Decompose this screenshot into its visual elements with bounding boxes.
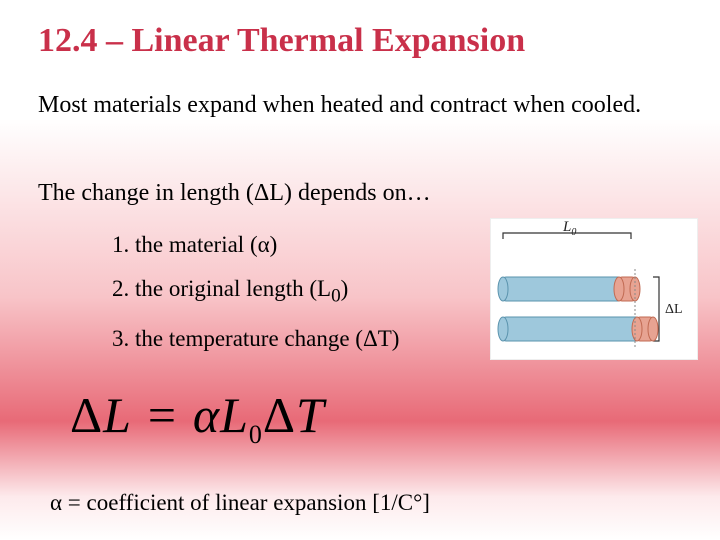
slide-title: 12.4 – Linear Thermal Expansion (38, 22, 525, 60)
formula-eq: = (131, 387, 193, 443)
list-item-1: 1. the material (α) (112, 232, 399, 258)
formula-delta-T: Δ (263, 387, 296, 443)
formula-T: T (296, 387, 325, 443)
paragraph-depends: The change in length (ΔL) depends on… (38, 178, 682, 208)
coefficient-line: α = coefficient of linear expansion [1/C… (50, 490, 430, 516)
paragraph-intro: Most materials expand when heated and co… (38, 90, 682, 120)
formula-sub0: 0 (249, 420, 263, 449)
formula-alpha: α (193, 387, 220, 443)
list-item-2-suffix: ) (341, 276, 349, 301)
bracket-L0: L0 (503, 219, 631, 239)
list-item-3: 3. the temperature change (ΔT) (112, 326, 399, 352)
formula-delta-L: Δ (70, 387, 103, 443)
list-item-2: 2. the original length (L0) (112, 276, 399, 308)
list-item-2-sub: 0 (331, 286, 341, 307)
expansion-diagram: L0 ΔL (490, 218, 698, 360)
label-dL: ΔL (665, 302, 683, 317)
formula: ΔL = αL0ΔT (70, 387, 325, 443)
formula-block: ΔL = αL0ΔT (70, 386, 370, 456)
label-L0: L0 (562, 219, 576, 238)
depends-list: 1. the material (α) 2. the original leng… (112, 232, 399, 370)
list-item-2-prefix: 2. the original length (L (112, 276, 331, 301)
diagram-svg: L0 ΔL (491, 219, 699, 361)
formula-L: L (103, 387, 131, 443)
rod-expanded (498, 317, 658, 341)
rod-original (498, 277, 640, 301)
formula-L0: L (220, 387, 249, 443)
